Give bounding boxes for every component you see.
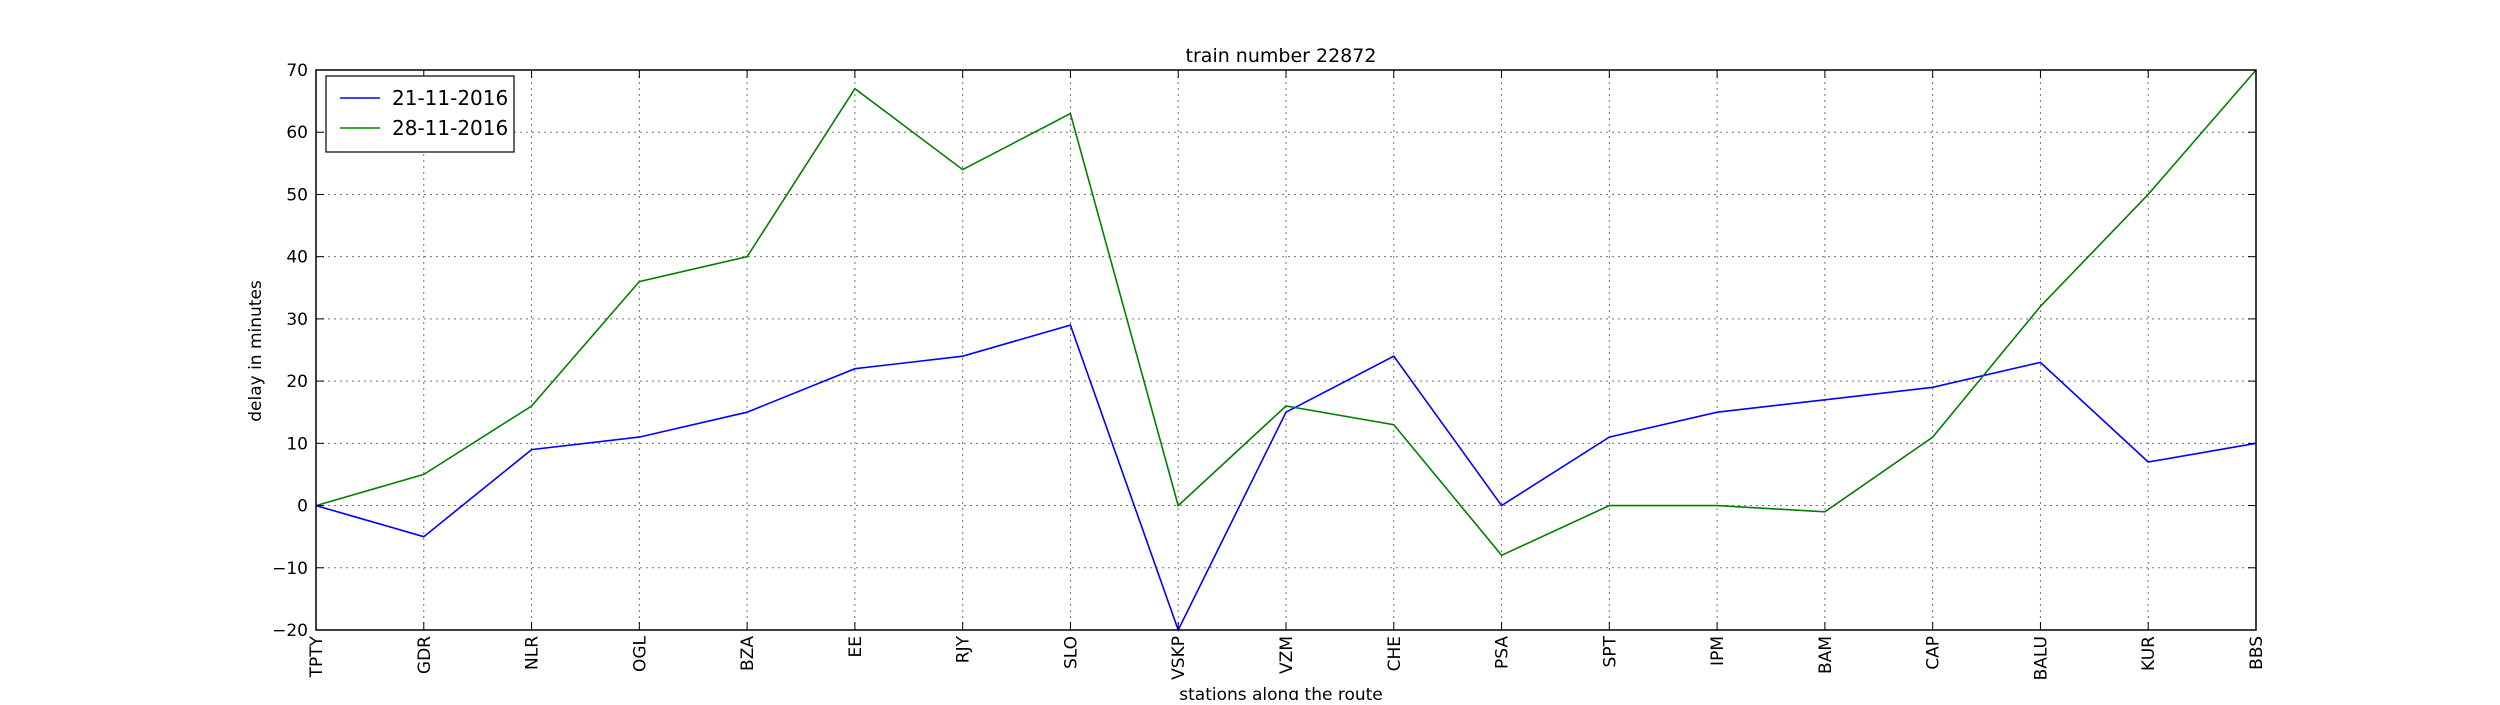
x-tick-label: VSKP — [1169, 636, 1189, 680]
x-tick-label: GDR — [415, 636, 435, 674]
x-tick-label: BAM — [1816, 636, 1836, 674]
x-tick-label: SPT — [1600, 635, 1620, 667]
x-tick-label: BALU — [2031, 636, 2051, 680]
x-tick-label: EE — [846, 636, 866, 657]
x-tick-label: CAP — [1924, 636, 1944, 670]
x-tick-label: RJY — [954, 635, 974, 663]
y-tick-label: 20 — [286, 372, 308, 392]
y-tick-label: 30 — [286, 310, 308, 330]
axis-ticks: TPTY GDR NLR OGL BZA EE RJY SLO VSKP VZM CHE PSA SPT… — [272, 61, 2267, 680]
y-axis-label: delay in minutes — [246, 280, 266, 422]
x-tick-label: BBS — [2247, 636, 2267, 670]
x-tick-label: PSA — [1493, 636, 1513, 669]
y-tick-label: −10 — [272, 559, 308, 579]
legend-label: 21-11-2016 — [392, 86, 508, 110]
x-tick-label: CHE — [1385, 636, 1405, 671]
y-tick-label: 60 — [286, 123, 308, 143]
series-lines — [315, 69, 2257, 633]
y-tick-label: 40 — [286, 248, 308, 268]
x-tick-label: TPTY — [307, 635, 327, 678]
x-tick-label: VZM — [1277, 636, 1297, 674]
y-tick-label: 70 — [286, 61, 308, 81]
x-axis-label: stations along the route — [1179, 685, 1383, 700]
series-line-21-11-2016 — [315, 324, 2257, 633]
y-tick-label: 10 — [286, 434, 308, 454]
chart-title: train number 22872 — [1186, 45, 1377, 67]
x-tick-label: KUR — [2139, 636, 2159, 671]
x-tick-label: SLO — [1061, 636, 1081, 669]
x-tick-label: IPM — [1708, 636, 1728, 666]
y-tick-label: −20 — [272, 621, 308, 641]
y-tick-label: 0 — [297, 497, 308, 517]
legend: 21-11-2016 28-11-2016 — [325, 75, 515, 153]
legend-label: 28-11-2016 — [392, 116, 508, 140]
x-tick-label: NLR — [523, 636, 543, 670]
y-tick-label: 50 — [286, 185, 308, 205]
series-line-28-11-2016 — [315, 69, 2257, 557]
x-tick-label: BZA — [738, 636, 758, 671]
grid-lines — [316, 70, 2256, 630]
x-tick-label: OGL — [630, 635, 650, 672]
legend-box — [325, 75, 515, 153]
